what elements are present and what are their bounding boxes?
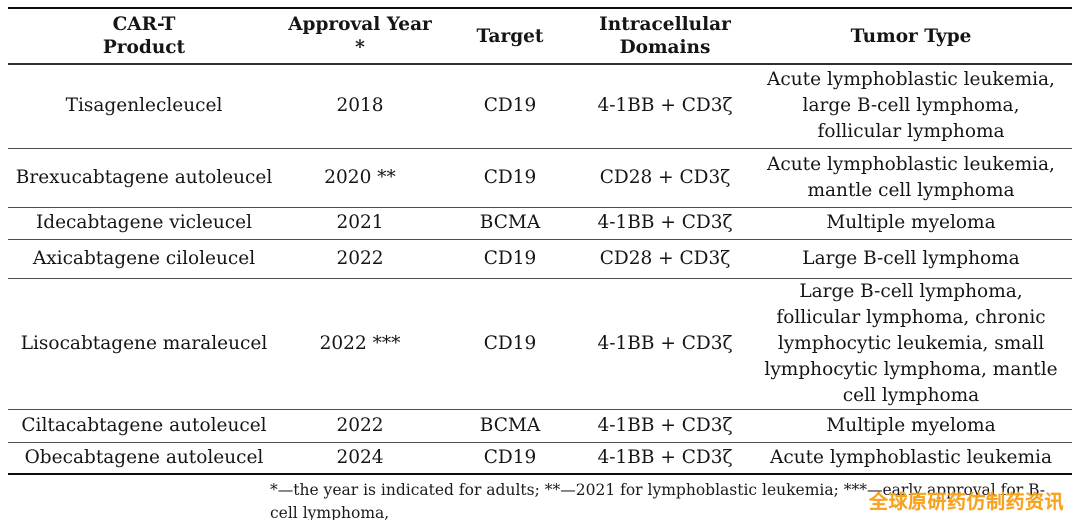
header-row: CAR-T Product Approval Year * Target Int… [8, 8, 1072, 65]
column-header-tumor-type: Tumor Type [750, 8, 1072, 65]
cell-target: CD19 [440, 239, 580, 279]
cell-approval-year: 2022 *** [280, 278, 440, 410]
cell-tumor-type: Large B-cell lymphoma, follicular lympho… [750, 278, 1072, 410]
cell-intracellular-domains: 4-1BB + CD3ζ [580, 64, 750, 149]
column-header-target: Target [440, 8, 580, 65]
table-body: Tisagenlecleucel 2018 CD19 4-1BB + CD3ζ … [8, 64, 1072, 474]
watermark-text: 全球原研药仿制药资讯 [868, 491, 1064, 513]
table-row: Tisagenlecleucel 2018 CD19 4-1BB + CD3ζ … [8, 64, 1072, 149]
cell-tumor-type: Acute lymphoblastic leukemia, mantle cel… [750, 148, 1072, 208]
cell-tumor-type: Acute lymphoblastic leukemia [769, 446, 1052, 468]
cell-intracellular-domains: CD28 + CD3ζ [580, 239, 750, 279]
cell-target: CD19 [440, 64, 580, 149]
table-row: Lisocabtagene maraleucel 2022 *** CD19 4… [8, 278, 1072, 410]
cell-target: CD19 [440, 148, 580, 208]
cell-approval-year: 2022 [280, 409, 440, 443]
cell-intracellular-domains: 4-1BB + CD3ζ [597, 446, 733, 468]
cell-target: CD19 [483, 446, 537, 468]
cell-intracellular-domains: 4-1BB + CD3ζ [580, 207, 750, 240]
table-row: Ciltacabtagene autoleucel 2022 BCMA 4-1B… [8, 409, 1072, 443]
cell-target: BCMA [440, 409, 580, 443]
table-footnote: *—the year is indicated for adults; **—2… [270, 481, 1045, 520]
cell-intracellular-domains: CD28 + CD3ζ [580, 148, 750, 208]
cell-product: Brexucabtagene autoleucel [8, 148, 280, 208]
cell-approval-year: 2022 [280, 239, 440, 279]
table-row: Obecabtagene autoleucel 2024 CD19 4-1BB … [8, 442, 1072, 474]
cell-approval-year: 2020 ** [280, 148, 440, 208]
column-header-intracellular-domains: Intracellular Domains [580, 8, 750, 65]
cell-intracellular-domains: 4-1BB + CD3ζ [580, 409, 750, 443]
cell-approval-year: 2021 [280, 207, 440, 240]
cell-approval-year: 2024 [336, 446, 384, 468]
cell-product: Idecabtagene vicleucel [8, 207, 280, 240]
cell-target: CD19 [440, 278, 580, 410]
cell-tumor-type: Acute lymphoblastic leukemia, large B-ce… [750, 64, 1072, 149]
cell-product: Ciltacabtagene autoleucel [8, 409, 280, 443]
table-row: Brexucabtagene autoleucel 2020 ** CD19 C… [8, 148, 1072, 208]
cell-product: Tisagenlecleucel [8, 64, 280, 149]
cell-approval-year: 2018 [280, 64, 440, 149]
cell-tumor-type: Multiple myeloma [750, 409, 1072, 443]
table-row: Axicabtagene ciloleucel 2022 CD19 CD28 +… [8, 239, 1072, 279]
cell-tumor-type: Multiple myeloma [750, 207, 1072, 240]
table-row: Idecabtagene vicleucel 2021 BCMA 4-1BB +… [8, 207, 1072, 240]
cell-intracellular-domains: 4-1BB + CD3ζ [580, 278, 750, 410]
table-header: CAR-T Product Approval Year * Target Int… [8, 8, 1072, 65]
column-header-product: CAR-T Product [8, 8, 280, 65]
column-header-approval-year: Approval Year * [280, 8, 440, 65]
cell-product: Obecabtagene autoleucel [24, 446, 264, 468]
cell-target: BCMA [440, 207, 580, 240]
car-t-products-table: CAR-T Product Approval Year * Target Int… [8, 7, 1072, 475]
cell-product: Axicabtagene ciloleucel [8, 239, 280, 279]
cell-product: Lisocabtagene maraleucel [8, 278, 280, 410]
cell-tumor-type: Large B-cell lymphoma [750, 239, 1072, 279]
